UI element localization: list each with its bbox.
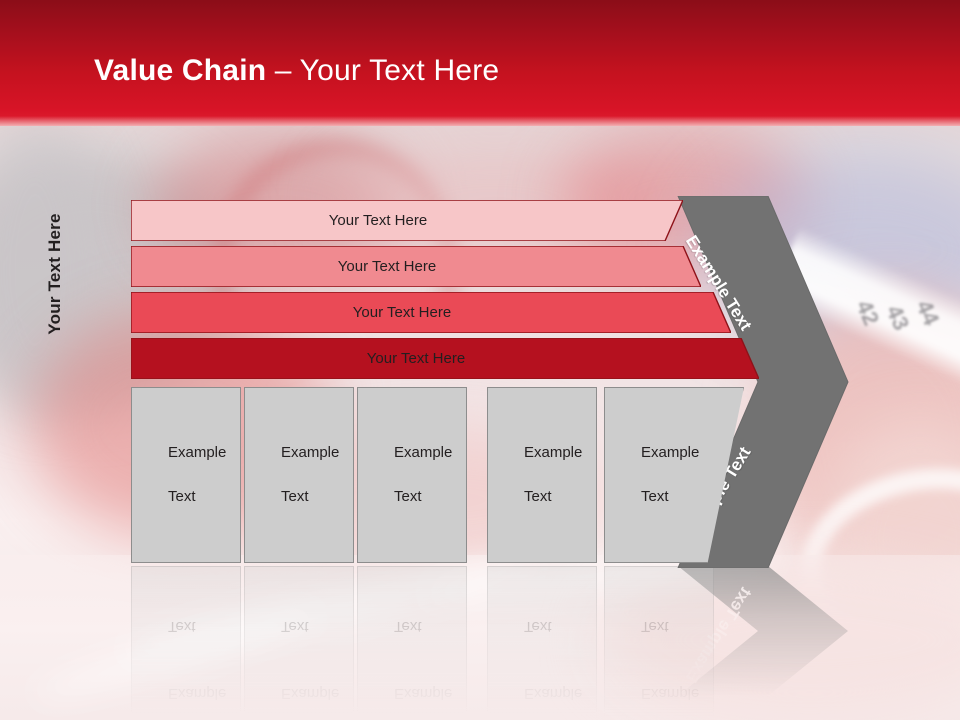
title-bar <box>0 0 960 126</box>
column-box-4[interactable]: Example Text <box>487 387 597 563</box>
column-box-1-label: Example Text <box>168 444 227 505</box>
funnel-bar-2[interactable]: Your Text Here <box>131 246 701 287</box>
column-box-1[interactable]: Example Text <box>131 387 241 563</box>
column-box-5[interactable]: Example Text <box>604 387 744 563</box>
column-box-3[interactable]: Example Text <box>357 387 467 563</box>
page-title: Value Chain – Your Text Here <box>94 54 499 88</box>
page-title-rest: – Your Text Here <box>266 54 500 87</box>
column-box-2[interactable]: Example Text <box>244 387 354 563</box>
y-axis-label: Your Text Here <box>45 213 64 335</box>
page-title-bold: Value Chain <box>94 54 267 87</box>
funnel-bar-3[interactable]: Your Text Here <box>131 292 731 333</box>
chevron-reflection: Example Text <box>670 566 850 696</box>
column-box-4-label: Example Text <box>524 444 583 505</box>
column-box-3-label: Example Text <box>394 444 453 505</box>
column-box-5-label: Example Text <box>641 444 700 505</box>
column-box-2-label: Example Text <box>281 444 340 505</box>
funnel-bar-4[interactable]: Your Text Here <box>131 338 759 379</box>
funnel-bar-1[interactable]: Your Text Here <box>131 200 683 241</box>
